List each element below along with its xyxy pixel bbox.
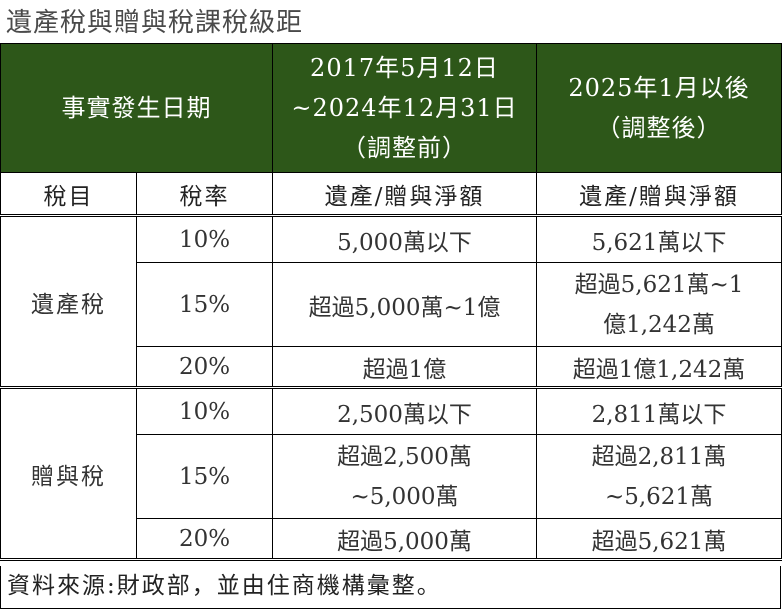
subheader-row: 稅目 稅率 遺產/贈與淨額 遺產/贈與淨額 xyxy=(0,172,782,217)
after-line: 億1,242萬 xyxy=(603,311,715,338)
period-after-header: 2025年1月以後 （調整後） xyxy=(536,43,782,173)
tax-bracket-table: 事實發生日期 2017年5月12日 ~2024年12月31日 （調整前） 202… xyxy=(0,43,782,561)
net-amount-after-header: 遺產/贈與淨額 xyxy=(536,172,782,217)
before-cell: 5,000萬以下 xyxy=(272,215,537,263)
before-line: ~5,000萬 xyxy=(350,483,459,510)
period-before-line: ~2024年12月31日 xyxy=(291,94,518,122)
source-footer: 資料來源:財政部，並由住商機構彙整。 xyxy=(0,566,781,609)
after-cell: 2,811萬以下 xyxy=(536,387,782,435)
tax-item-header: 稅目 xyxy=(0,172,137,217)
rate-cell: 15% xyxy=(136,262,273,347)
rate-cell: 15% xyxy=(136,434,273,519)
rate-cell: 20% xyxy=(136,346,273,389)
period-after-line: （調整後） xyxy=(596,114,722,142)
period-after-line: 2025年1月以後 xyxy=(568,74,750,102)
rate-cell: 20% xyxy=(136,518,273,561)
after-line: ~5,621萬 xyxy=(604,483,714,510)
table-row: 贈與稅 10% 2,500萬以下 2,811萬以下 xyxy=(0,387,782,561)
after-cell: 超過1億1,242萬 xyxy=(536,346,782,389)
before-line: 超過2,500萬 xyxy=(337,443,472,470)
before-cell: 超過1億 xyxy=(272,346,537,389)
after-cell: 超過2,811萬 ~5,621萬 xyxy=(536,434,782,519)
period-before-line: 2017年5月12日 xyxy=(310,54,499,82)
tax-rate-header: 稅率 xyxy=(136,172,273,217)
period-before-header: 2017年5月12日 ~2024年12月31日 （調整前） xyxy=(272,43,537,173)
after-line: 超過2,811萬 xyxy=(591,443,727,470)
page-title: 遺產稅與贈與稅課稅級距 xyxy=(6,8,304,38)
before-cell: 超過5,000萬 xyxy=(272,518,537,561)
before-cell: 超過5,000萬~1億 xyxy=(272,262,537,347)
before-cell: 2,500萬以下 xyxy=(272,387,537,435)
category-estate-tax: 遺產稅 xyxy=(0,215,137,389)
after-cell: 5,621萬以下 xyxy=(536,215,782,263)
source-note: 資料來源:財政部，並由住商機構彙整。 xyxy=(7,573,442,599)
after-cell: 超過5,621萬~1 億1,242萬 xyxy=(536,262,782,347)
period-before-line: （調整前） xyxy=(342,134,467,162)
table-row: 20% 超過5,000萬 超過5,621萬 xyxy=(1,518,782,561)
rate-cell: 10% xyxy=(136,387,273,435)
table-row: 20% 超過1億 超過1億1,242萬 xyxy=(1,346,782,389)
after-cell: 超過5,621萬 xyxy=(536,518,782,561)
rate-cell: 10% xyxy=(136,215,273,263)
table-row: 15% 超過5,000萬~1億 超過5,621萬~1 億1,242萬 xyxy=(1,262,782,347)
net-amount-before-header: 遺產/贈與淨額 xyxy=(272,172,537,217)
date-label-header: 事實發生日期 xyxy=(0,43,273,173)
table-row: 15% 超過2,500萬 ~5,000萬 超過2,811萬 ~5,621萬 xyxy=(1,434,782,519)
table-row: 遺產稅 10% 5,000萬以下 5,621萬以下 xyxy=(0,215,782,389)
header-row: 事實發生日期 2017年5月12日 ~2024年12月31日 （調整前） 202… xyxy=(0,43,782,173)
before-cell: 超過2,500萬 ~5,000萬 xyxy=(272,434,537,519)
after-line: 超過5,621萬~1 xyxy=(574,271,744,298)
category-gift-tax: 贈與稅 xyxy=(0,387,137,561)
